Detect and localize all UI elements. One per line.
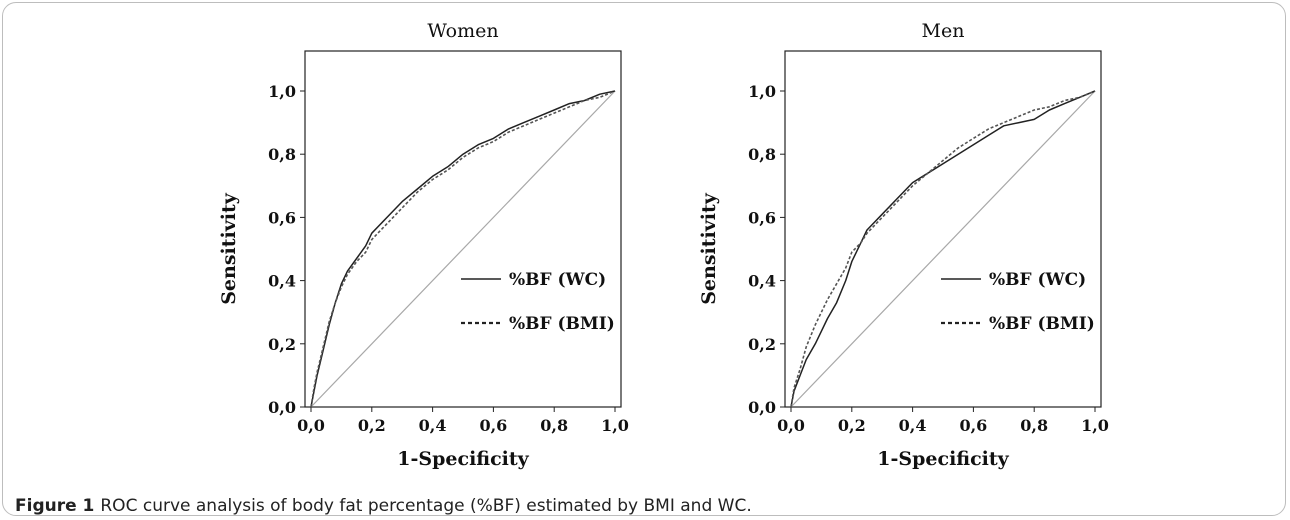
chart-men: Men 0,0 0,2 0,4 0,6 0,8 1,0 0,0 0,2 0,4 0,6 0,8 1,0 1… (663, 3, 1143, 491)
women-y-tick-label: 1,0 (268, 82, 296, 101)
women-chart-title: Women (427, 20, 498, 42)
men-y-tick-label: 1,0 (748, 82, 776, 101)
women-legend-label: %BF (BMI) (509, 314, 615, 334)
women-x-tick-label: 0,0 (297, 416, 325, 435)
women-x-tick-label: 0,2 (358, 416, 386, 435)
men-y-tick-label: 0,0 (748, 398, 776, 417)
women-y-tick-label: 0,4 (268, 272, 296, 291)
women-x-axis-label: 1-Specificity (397, 448, 529, 470)
women-series-bmi-line (310, 90, 616, 408)
caption-label: Figure 1 (15, 496, 95, 516)
men-reference-line (790, 90, 1096, 408)
women-y-tick-label: 0,2 (268, 335, 296, 354)
women-plot-frame (304, 50, 622, 408)
men-x-axis-label: 1-Specificity (877, 448, 1009, 470)
men-plot-frame (784, 50, 1102, 408)
men-x-tick-label: 0,6 (959, 416, 987, 435)
men-y-tick-label: 0,6 (748, 208, 776, 227)
men-x-tick-label: 0,8 (1020, 416, 1048, 435)
women-legend-label: %BF (WC) (509, 270, 606, 290)
men-chart-title: Men (922, 20, 965, 42)
men-y-tick-label: 0,4 (748, 272, 776, 291)
women-x-tick-label: 0,4 (419, 416, 447, 435)
men-x-tick-label: 0,2 (838, 416, 866, 435)
women-y-tick-label: 0,8 (268, 145, 296, 164)
men-legend-label: %BF (BMI) (989, 314, 1095, 334)
men-x-tick-label: 1,0 (1081, 416, 1109, 435)
caption-text: ROC curve analysis of body fat percentag… (100, 496, 752, 516)
chart-women-svg: Women 0,0 0,2 0,4 0,6 0,8 1,0 0,0 0,2 0,4 0,6 0,8 1,… (218, 20, 629, 470)
women-y-axis-label: Sensitivity (218, 192, 240, 305)
men-series-bmi-line (790, 90, 1096, 408)
men-y-tick-label: 0,8 (748, 145, 776, 164)
men-x-tick-label: 0,0 (777, 416, 805, 435)
men-legend-label: %BF (WC) (989, 270, 1086, 290)
men-x-tick-label: 0,4 (899, 416, 927, 435)
women-x-tick-label: 0,8 (540, 416, 568, 435)
women-y-tick-label: 0,6 (268, 208, 296, 227)
chart-men-svg: Men 0,0 0,2 0,4 0,6 0,8 1,0 0,0 0,2 0,4 0,6 0,8 1,0 1… (698, 20, 1109, 470)
women-x-tick-label: 1,0 (601, 416, 629, 435)
men-series-wc-line (790, 90, 1096, 408)
women-x-tick-label: 0,6 (479, 416, 507, 435)
men-y-axis-label: Sensitivity (698, 192, 720, 305)
women-reference-line (310, 90, 616, 408)
figure-caption: Figure 1 ROC curve analysis of body fat p… (15, 496, 752, 516)
chart-women: Women 0,0 0,2 0,4 0,6 0,8 1,0 0,0 0,2 0,4 0,6 0,8 1,… (183, 3, 663, 491)
women-y-tick-label: 0,0 (268, 398, 296, 417)
men-y-tick-label: 0,2 (748, 335, 776, 354)
